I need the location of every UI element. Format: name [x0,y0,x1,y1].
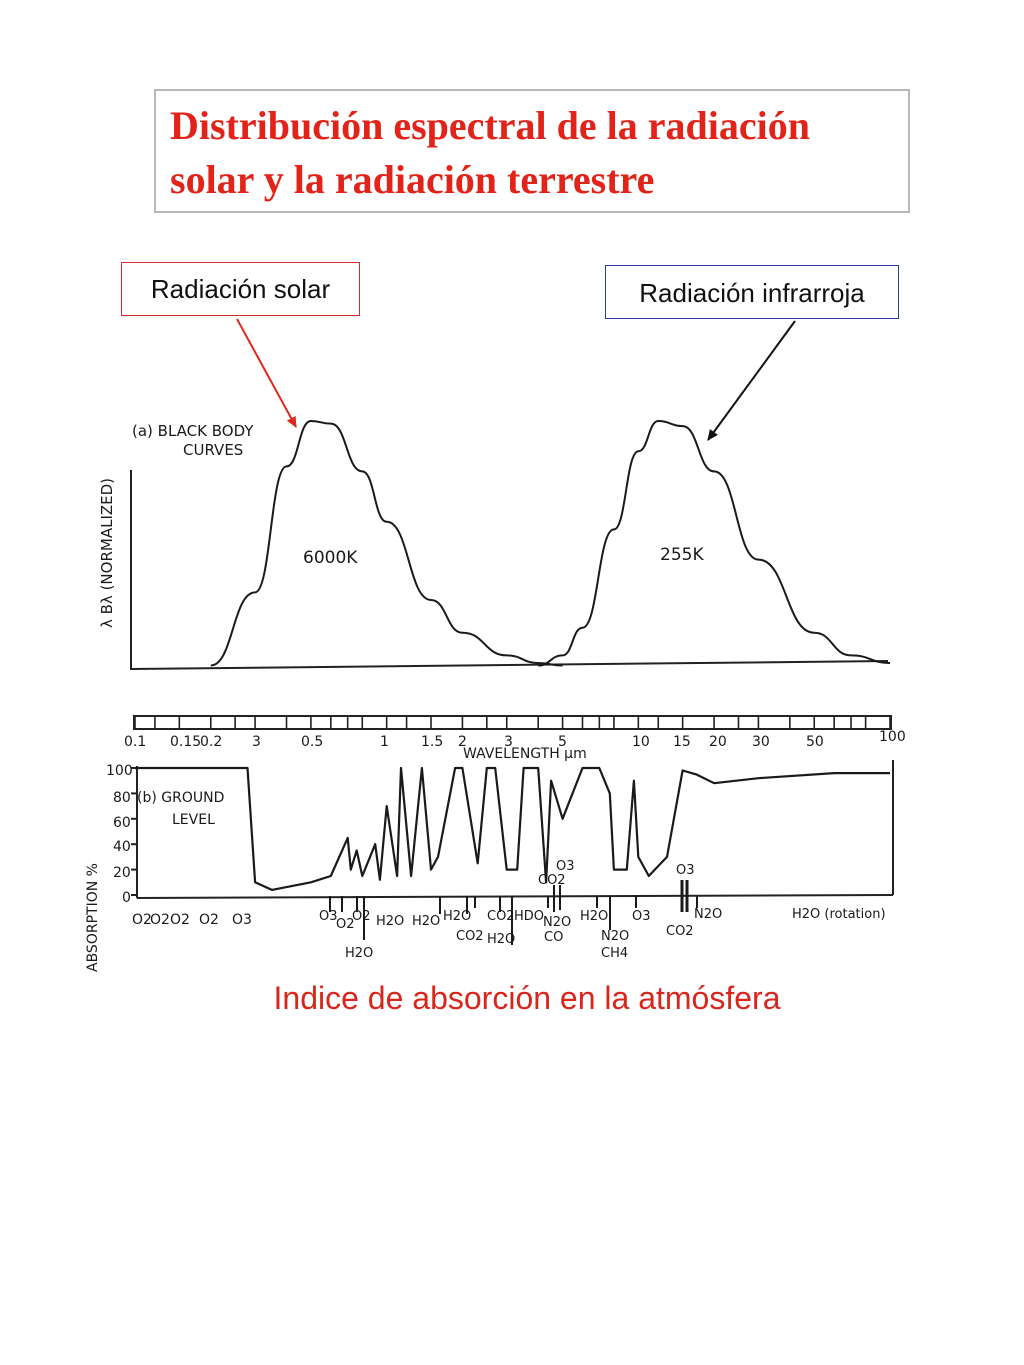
x-tick-20: 20 [709,734,727,750]
absorber-o2-6: O2 [352,909,371,924]
x-tick-2: 2 [458,734,467,750]
absorber-co2-1: CO2 [487,909,515,924]
slide-title: Distribución espectral de la radiación s… [154,89,910,213]
absorber-n2o-1: N2O [543,915,571,930]
curve-label-6000k: 6000K [303,548,358,568]
panel-b-ylabel: ABSORPTION % [85,863,101,972]
absorber-o3-3: O3 [632,909,651,924]
x-tick-1.5: 1.5 [421,734,443,750]
absorber-h2o-4: H2O [580,909,608,924]
y-tick-40: 40 [113,839,131,855]
panel-a-label-2: CURVES [183,441,243,459]
absorber-top-o3-1: O3 [556,859,575,874]
y-tick-60: 60 [113,815,131,831]
x-tick-0.5: 0.5 [301,734,323,750]
title-line-1: Distribución espectral de la radiación [170,103,810,148]
solar-radiation-callout: Radiación solar [121,262,360,316]
absorber-h2o-3: H2O [443,909,471,924]
y-tick-80: 80 [113,790,131,806]
panel-a-x-axis [130,660,889,670]
y-tick-100: 100 [106,763,133,779]
curve-label-255k: 255K [660,545,704,565]
curve-6000k [210,419,563,667]
panel-a: (a) BLACK BODY CURVES λ Bλ (NORMALIZED) … [98,419,891,670]
solar-arrow [236,318,297,428]
absorber-h2o-1: H2O [376,914,404,929]
x-tick-0.1: 0.1 [124,734,146,750]
absorber-co: CO [544,930,563,945]
x-tick-5: 5 [558,734,567,750]
x-tick-10: 10 [632,734,650,750]
y-tick-20: 20 [113,865,131,881]
y-tick-0: 0 [122,890,131,906]
panel-b-x-axis [136,894,894,899]
absorber-o2-1: O2 [132,912,152,928]
absorber-co2-2: CO2 [456,929,484,944]
absorber-h2o-2: H2O [412,914,440,929]
absorber-n2o-2: N2O [694,907,722,922]
absorber-top-co2: CO2 [538,873,566,888]
infrared-arrow [707,320,796,441]
y-ticks [131,767,137,896]
absorber-o2-2: O2 [150,912,170,928]
x-axis-label: WAVELENGTH μm [463,746,587,762]
absorber-n2o-3: N2O [601,929,629,944]
absorber-o3-2: O3 [319,909,338,924]
absorber-h2o-rotation: H2O (rotation) [792,907,886,922]
panel-b: 100 80 60 40 20 0 (b) GROUND LEVEL ABSOR… [85,760,894,972]
absorber-o2-3: O2 [170,912,190,928]
x-tick-0.2: 0.2 [200,734,222,750]
scale-ticks [134,716,891,729]
absorption-caption: Indice de absorción en la atmósfera [273,980,781,1016]
wavelength-scale: 0.1 0.15 0.2 3 0.5 1 1.5 2 3 5 10 15 20 … [124,715,906,762]
absorber-top-o3-2: O3 [676,863,695,878]
absorber-o3-1: O3 [232,912,252,928]
infrared-radiation-callout: Radiación infrarroja [605,265,899,319]
absorber-hdo: HDO [514,909,544,924]
absorber-h2o-5: H2O [345,946,373,961]
curve-255k [538,419,891,667]
panel-b-label-2: LEVEL [172,812,215,828]
x-tick-100: 100 [879,729,906,745]
absorber-h2o-6: H2O [487,932,515,947]
absorber-o2-5: O2 [336,917,355,932]
panel-b-label: (b) GROUND [137,790,224,806]
absorber-ch4: CH4 [601,946,628,961]
absorber-markers [329,880,698,945]
wavelength-bar [133,715,892,730]
absorber-o2-4: O2 [199,912,219,928]
x-tick-0.15: 0.15 [170,734,201,750]
title-line-2: solar y la radiación terrestre [170,157,655,202]
panel-a-ylabel: λ Bλ (NORMALIZED) [98,478,116,628]
x-tick-3: 3 [504,734,513,750]
x-tick-1: 1 [380,734,389,750]
x-tick-30: 30 [752,734,770,750]
panel-a-label: (a) BLACK BODY [132,422,254,440]
x-tick-50: 50 [806,734,824,750]
absorption-curve [135,766,890,891]
absorber-co2-3: CO2 [666,924,694,939]
x-tick-15: 15 [673,734,691,750]
x-tick-3a: 3 [252,734,261,750]
